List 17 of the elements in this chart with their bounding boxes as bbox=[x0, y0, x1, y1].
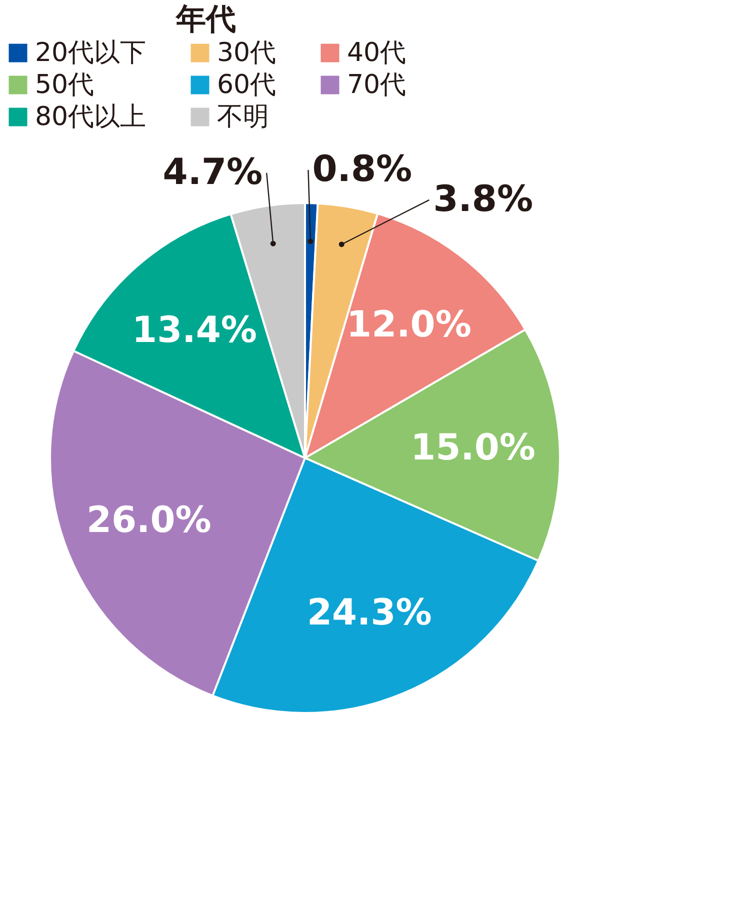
data-label: 12.0% bbox=[346, 304, 472, 346]
legend-label: 60代 bbox=[217, 70, 276, 100]
data-label: 3.8% bbox=[433, 178, 534, 220]
legend-label: 不明 bbox=[217, 102, 269, 132]
data-label: 26.0% bbox=[86, 500, 212, 541]
legend-title: 年代 bbox=[175, 2, 236, 37]
legend-label: 30代 bbox=[217, 38, 276, 68]
data-label: 24.3% bbox=[306, 592, 432, 634]
legend-label: 70代 bbox=[347, 70, 406, 100]
data-label: 13.4% bbox=[132, 310, 257, 352]
legend-label: 80代以上 bbox=[35, 102, 146, 132]
legend-label: 40代 bbox=[347, 38, 406, 68]
data-label: 0.8% bbox=[312, 148, 412, 190]
legend-label: 50代 bbox=[35, 70, 94, 100]
legend-label: 20代以下 bbox=[35, 38, 146, 68]
data-label: 4.7% bbox=[162, 152, 263, 193]
data-label: 15.0% bbox=[410, 427, 536, 468]
